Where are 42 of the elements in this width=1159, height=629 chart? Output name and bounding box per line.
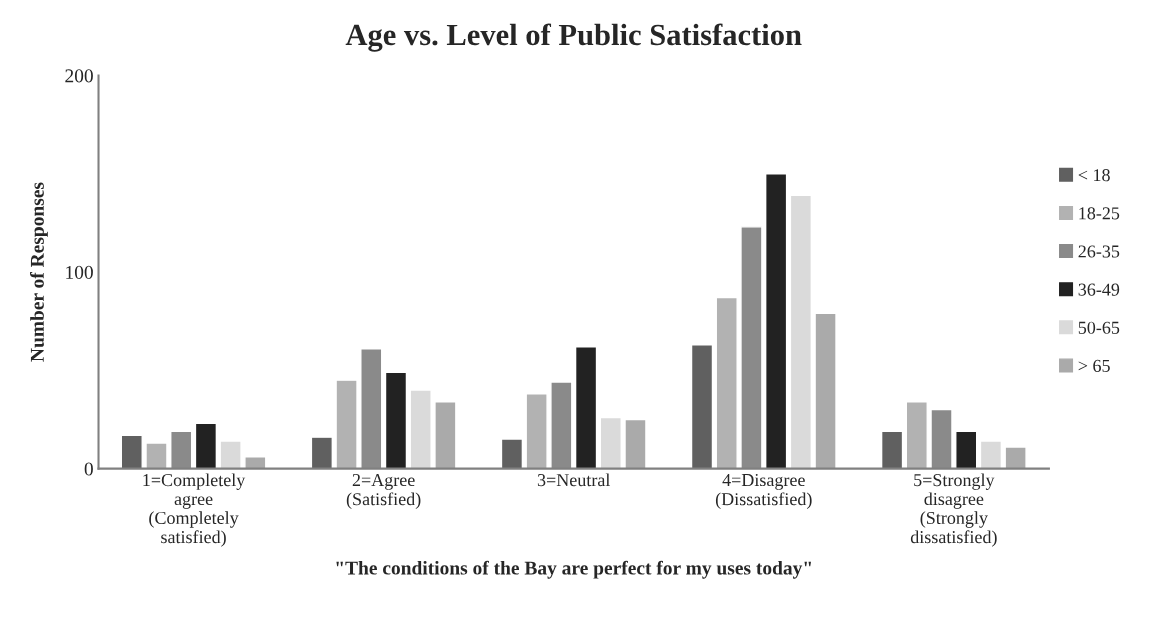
bar: [244, 456, 267, 469]
bar: [194, 422, 218, 469]
bar: [409, 389, 432, 469]
chart-title: Age vs. Level of Public Satisfaction: [345, 23, 802, 52]
bar: [384, 371, 408, 469]
x-tick-label: 2=Agree (Satisfied): [346, 473, 421, 509]
bar: [120, 434, 143, 469]
bar: [574, 346, 598, 469]
bar: [955, 430, 978, 469]
bar: [880, 430, 904, 469]
x-axis-title: "The conditions of the Bay are perfect for my uses today": [336, 560, 811, 579]
legend-label: > 65: [1078, 359, 1110, 372]
bar: [219, 440, 242, 469]
legend-label: < 18: [1078, 169, 1110, 182]
x-tick-label: 1=Completely agree (Completely satisfied): [143, 473, 246, 547]
bar: [599, 416, 622, 469]
legend-label: 50-65: [1078, 321, 1120, 334]
bar: [310, 436, 334, 469]
y-tick-label: 100: [66, 265, 93, 279]
bar: [434, 401, 457, 469]
bar: [690, 344, 714, 469]
bar: [715, 296, 738, 469]
bar: [814, 312, 837, 469]
x-tick-label: 3=Neutral: [537, 473, 611, 487]
bar: [145, 442, 168, 469]
y-tick-label: 200: [65, 69, 93, 83]
bar: [905, 401, 928, 469]
bar: [979, 440, 1003, 469]
bar: [1004, 446, 1027, 469]
legend-label: 26-35: [1078, 245, 1120, 258]
y-axis-title: Number of Responses: [29, 182, 48, 362]
x-tick-label: 4=Disagree (Dissatisfied): [715, 473, 812, 509]
y-tick-label: 0: [84, 462, 93, 476]
legend-label: 18-25: [1079, 207, 1120, 220]
bar: [764, 173, 788, 469]
bar: [789, 194, 812, 469]
x-tick-label: 5=Strongly disagree (Strongly dissatisfied): [910, 473, 997, 547]
bar: [500, 438, 524, 469]
bar: [624, 418, 647, 469]
bar: [525, 393, 548, 469]
legend-label: 36-49: [1078, 283, 1120, 296]
bar: [335, 379, 358, 469]
